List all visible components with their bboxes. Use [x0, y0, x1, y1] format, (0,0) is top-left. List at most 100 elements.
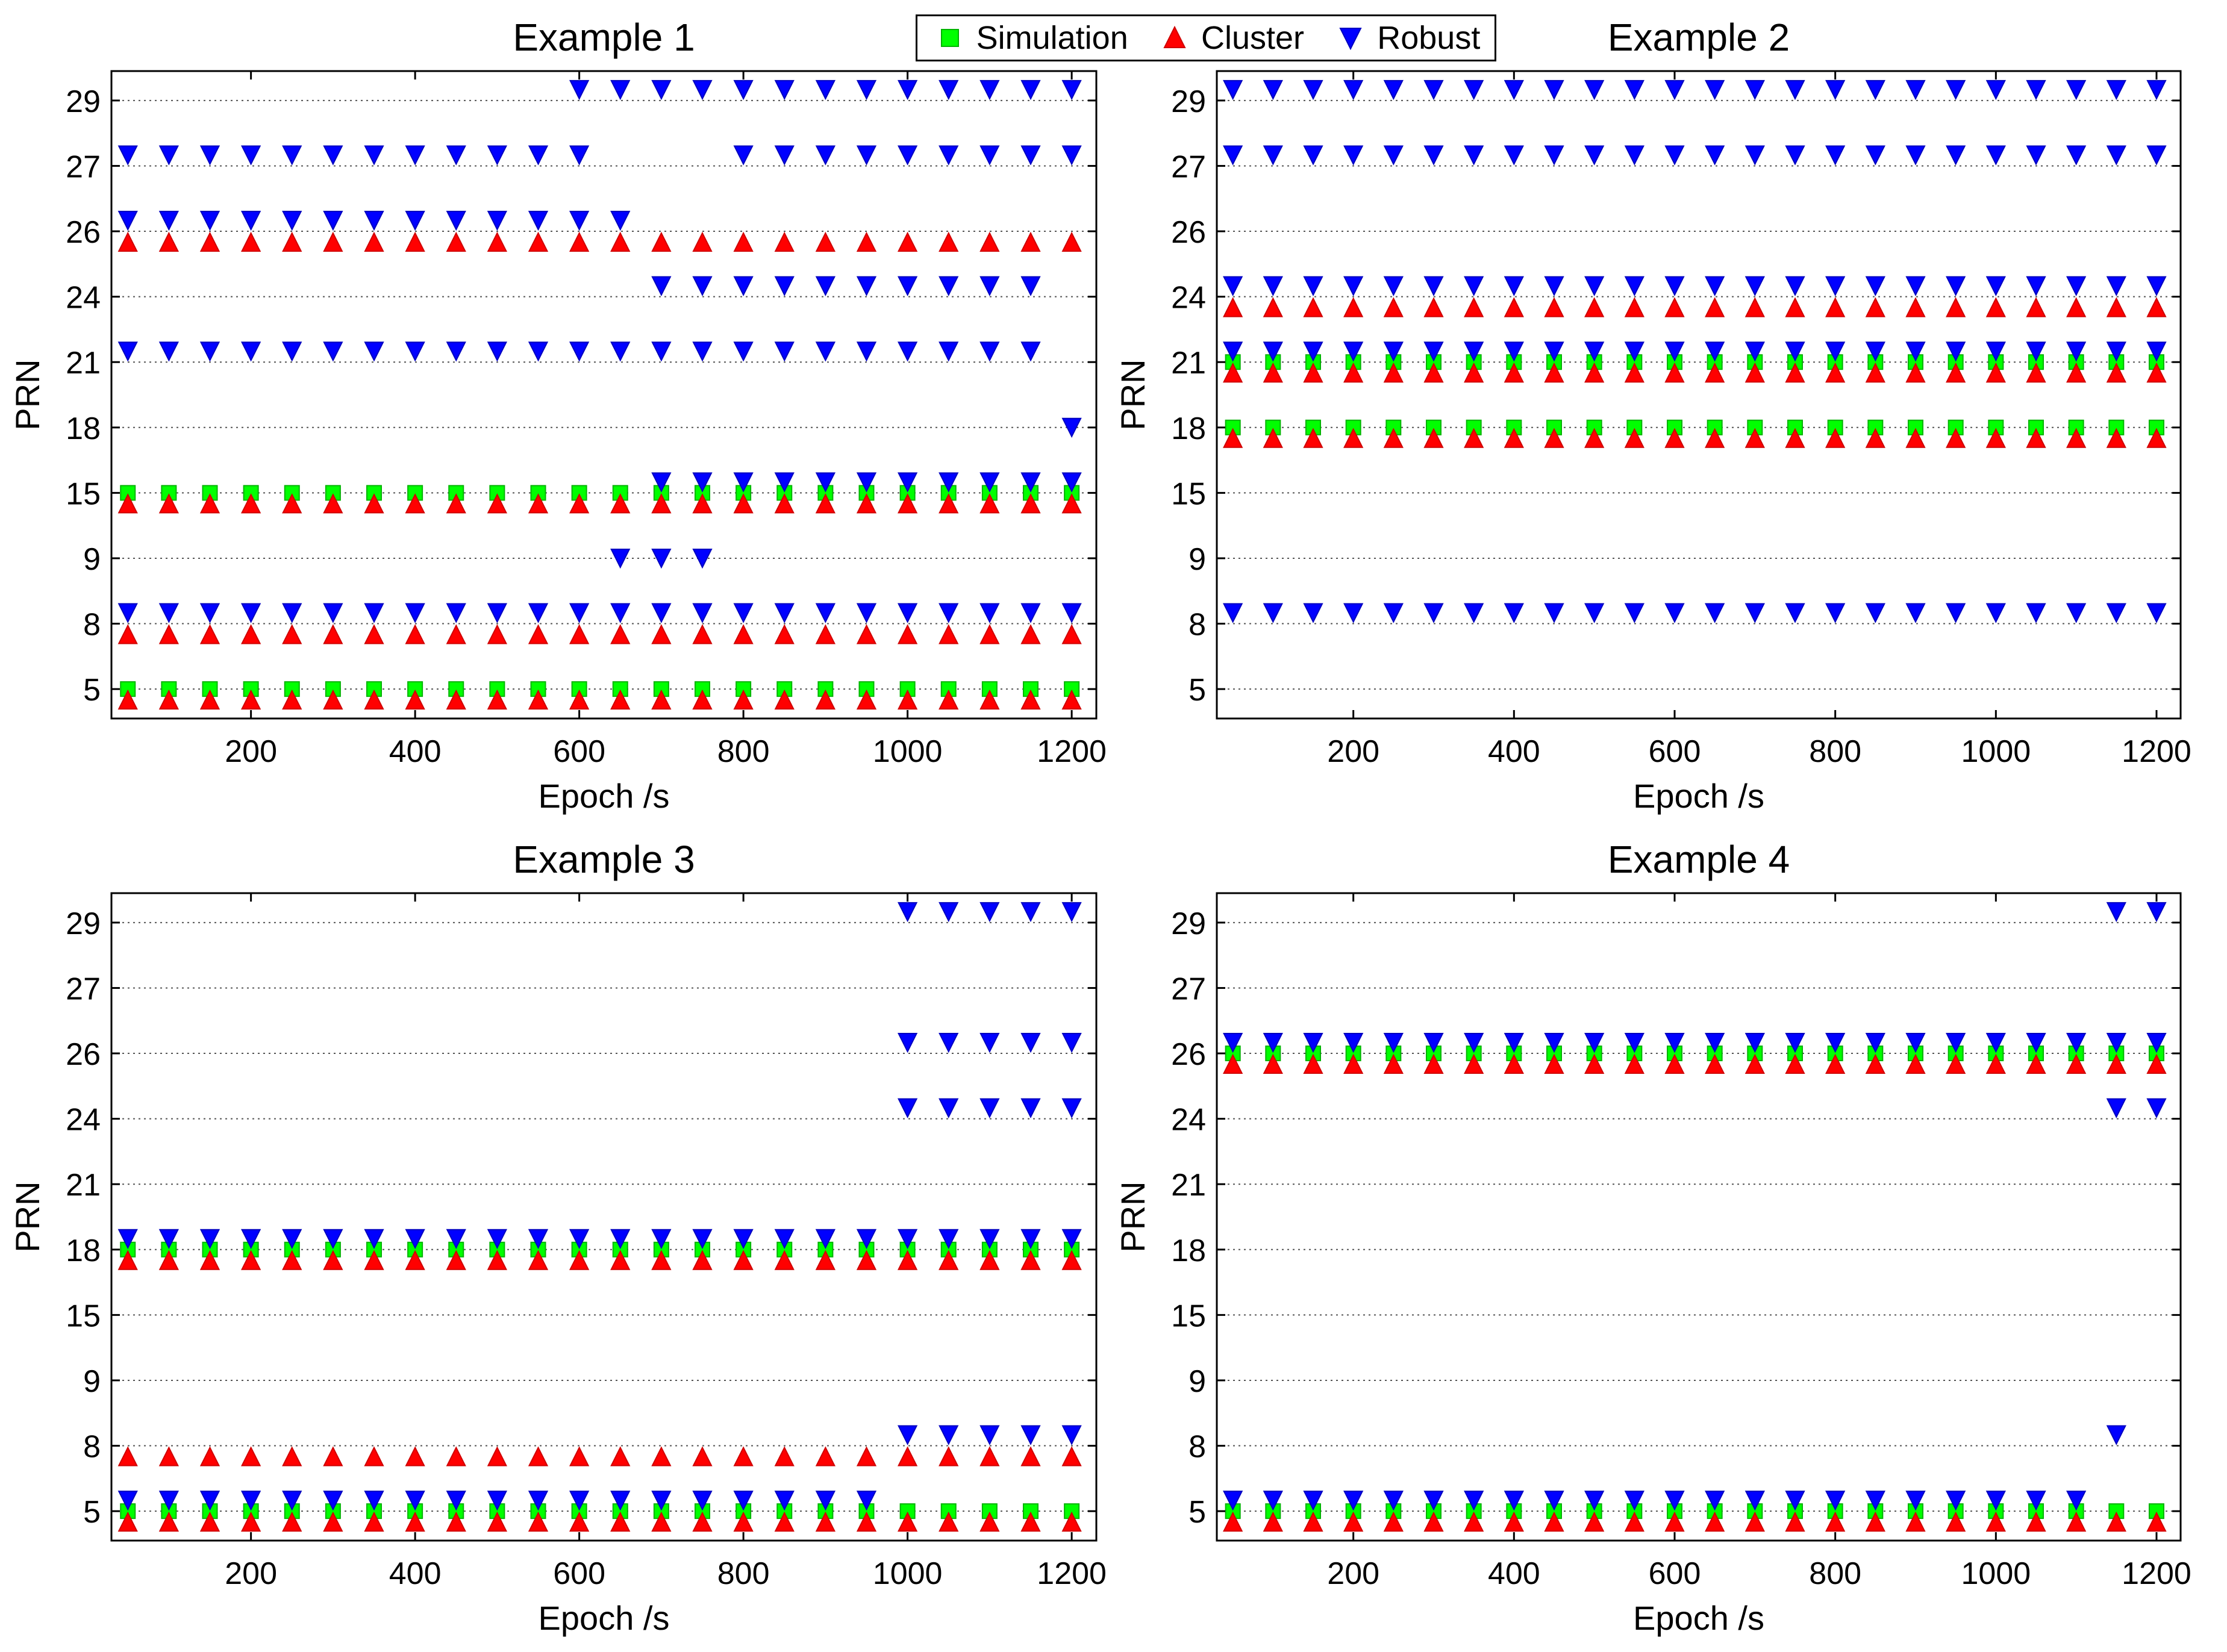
- marker-robust-prn8-t350: [1464, 603, 1484, 623]
- marker-robust-prn18-t250: [282, 1229, 302, 1250]
- marker-simulation-prn15-t600: [571, 485, 587, 501]
- marker-robust-prn27-t100: [1263, 145, 1283, 166]
- marker-cluster-prn5-t1000: [898, 1511, 918, 1532]
- marker-cluster-prn5-t900: [815, 1511, 836, 1532]
- marker-cluster-prn24-t1200: [2146, 297, 2167, 317]
- marker-cluster-prn5-t350: [364, 1511, 384, 1532]
- marker-cluster-prn21-t800: [1825, 362, 1846, 383]
- chart-title: Example 4: [1608, 838, 1790, 881]
- marker-robust-prn5-t250: [282, 1491, 302, 1511]
- y-tick-label: 27: [66, 971, 101, 1006]
- marker-robust-prn8-t450: [1544, 603, 1564, 623]
- marker-cluster-prn5-t50: [117, 1511, 138, 1532]
- y-tick-label: 9: [1188, 542, 1206, 577]
- marker-cluster-prn5-t1050: [939, 1511, 959, 1532]
- marker-cluster-prn5-t1150: [1020, 689, 1041, 710]
- marker-cluster-prn15-t950: [856, 493, 877, 514]
- marker-robust-prn26-t600: [1664, 1033, 1685, 1053]
- marker-robust-prn5-t800: [733, 1491, 754, 1511]
- marker-cluster-prn24-t150: [1303, 297, 1323, 317]
- marker-robust-prn29-t700: [1744, 79, 1765, 101]
- marker-robust-prn29-t200: [1343, 79, 1364, 101]
- marker-cluster-prn26-t900: [1905, 1053, 1926, 1074]
- marker-cluster-prn15-t400: [405, 493, 425, 514]
- marker-robust-prn29-t1200: [1061, 79, 1082, 101]
- marker-robust-prn27-t1100: [979, 145, 1000, 166]
- marker-robust-prn24-t900: [1905, 276, 1926, 296]
- marker-robust-prn18-t1000: [898, 1229, 918, 1250]
- marker-robust-prn26-t350: [364, 211, 384, 231]
- x-tick-label: 400: [1488, 734, 1540, 769]
- marker-robust-prn26-t1000: [898, 1033, 918, 1053]
- y-tick-label: 27: [1171, 971, 1206, 1006]
- marker-robust-prn24-t50: [1223, 276, 1243, 296]
- marker-cluster-prn8-t800: [733, 624, 754, 644]
- marker-cluster-prn5-t700: [1744, 1511, 1765, 1532]
- marker-robust-prn8-t1150: [2106, 1425, 2126, 1445]
- marker-robust-prn29-t50: [1223, 79, 1243, 101]
- marker-robust-prn26-t850: [1865, 1033, 1885, 1053]
- marker-robust-prn27-t600: [1664, 145, 1685, 166]
- y-tick-label: 15: [1171, 476, 1206, 511]
- marker-cluster-prn18-t900: [1905, 428, 1926, 448]
- marker-robust-prn24-t650: [1705, 276, 1725, 296]
- marker-cluster-prn5-t600: [569, 689, 590, 710]
- marker-cluster-prn8-t100: [158, 1446, 179, 1467]
- marker-robust-prn8-t350: [364, 603, 384, 623]
- marker-cluster-prn21-t1050: [2026, 362, 2046, 383]
- marker-cluster-prn15-t1200: [1061, 493, 1082, 514]
- marker-robust-prn21-t1000: [898, 341, 918, 362]
- marker-robust-prn5-t500: [487, 1491, 507, 1511]
- marker-cluster-prn24-t400: [1504, 297, 1524, 317]
- marker-robust-prn8-t1000: [898, 603, 918, 623]
- marker-robust-prn29-t1200: [2146, 79, 2167, 101]
- marker-cluster-prn18-t150: [199, 1250, 220, 1270]
- marker-robust-prn5-t800: [1825, 1491, 1846, 1511]
- marker-robust-prn26-t1100: [2066, 1033, 2087, 1053]
- marker-cluster-prn5-t300: [1423, 1511, 1444, 1532]
- plot-area-frame: [1216, 892, 2182, 1542]
- marker-cluster-prn18-t800: [1825, 428, 1846, 448]
- marker-robust-prn27-t200: [241, 145, 261, 166]
- marker-robust-prn29-t1000: [898, 902, 918, 923]
- marker-robust-prn24-t1150: [1020, 1098, 1041, 1118]
- y-tick-label: 5: [83, 1495, 101, 1530]
- marker-robust-prn27-t650: [1705, 145, 1725, 166]
- marker-robust-prn21-t150: [199, 341, 220, 362]
- marker-robust-prn21-t700: [1744, 341, 1765, 362]
- marker-robust-prn27-t400: [405, 145, 425, 166]
- marker-robust-prn18-t50: [117, 1229, 138, 1250]
- marker-robust-prn29-t850: [1865, 79, 1885, 101]
- marker-cluster-prn8-t600: [569, 624, 590, 644]
- marker-cluster-prn8-t750: [692, 624, 713, 644]
- marker-robust-prn29-t800: [1825, 79, 1846, 101]
- y-tick-label: 15: [1171, 1298, 1206, 1333]
- marker-robust-prn8-t700: [651, 603, 672, 623]
- marker-robust-prn26-t50: [1223, 1033, 1243, 1053]
- marker-robust-prn8-t300: [1423, 603, 1444, 623]
- marker-robust-prn24-t700: [651, 276, 672, 296]
- marker-cluster-prn5-t1150: [2106, 1511, 2126, 1532]
- marker-cluster-prn5-t1000: [1985, 1511, 2006, 1532]
- marker-robust-prn27-t50: [1223, 145, 1243, 166]
- marker-cluster-prn5-t800: [733, 689, 754, 710]
- y-tick-label: 18: [1171, 411, 1206, 446]
- marker-robust-prn21-t850: [1865, 341, 1885, 362]
- marker-robust-prn24-t600: [1664, 276, 1685, 296]
- marker-cluster-prn5-t600: [569, 1511, 590, 1532]
- marker-cluster-prn5-t100: [158, 1511, 179, 1532]
- marker-cluster-prn5-t450: [446, 1511, 466, 1532]
- marker-cluster-prn26-t500: [487, 231, 507, 252]
- marker-robust-prn21-t500: [487, 341, 507, 362]
- marker-robust-prn27-t450: [446, 145, 466, 166]
- marker-cluster-prn21-t1150: [2106, 362, 2126, 383]
- marker-cluster-prn5-t100: [1263, 1511, 1283, 1532]
- marker-cluster-prn21-t750: [1785, 362, 1805, 383]
- marker-cluster-prn21-t250: [1383, 362, 1404, 383]
- marker-robust-prn21-t900: [1905, 341, 1926, 362]
- marker-cluster-prn21-t350: [1464, 362, 1484, 383]
- marker-cluster-prn18-t450: [1544, 428, 1564, 448]
- marker-cluster-prn15-t300: [323, 493, 343, 514]
- marker-robust-prn8-t1200: [1061, 1425, 1082, 1445]
- marker-cluster-prn15-t700: [651, 493, 672, 514]
